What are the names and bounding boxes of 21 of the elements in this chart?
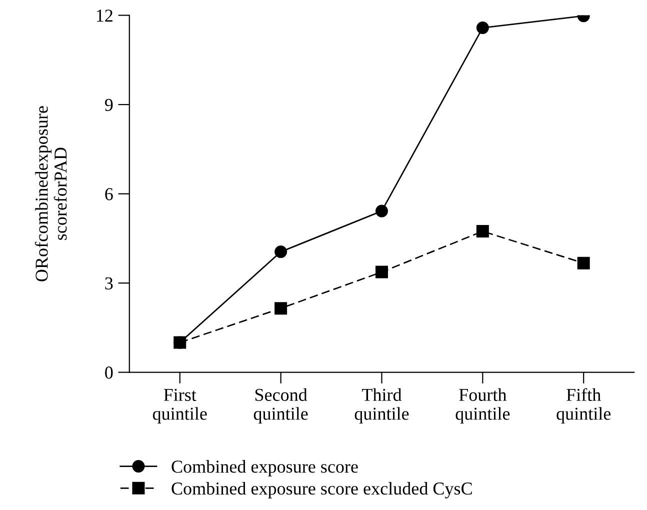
y-axis-title: ORofcombinedexposure scoreforPAD [34,106,67,282]
y-tick-label: 9 [104,98,113,111]
x-tick-label: Second quintile [254,388,308,424]
point [577,256,590,270]
point [274,302,288,315]
legend-label: Combined exposure score [172,460,358,476]
point [375,266,388,278]
point [476,225,489,238]
x-tick-label: First quintile [152,388,207,424]
x-tick-label: Fourth quintile [456,388,510,424]
point [174,336,186,349]
y-tick-label: 3 [105,277,113,290]
point [375,204,388,218]
point [274,246,288,258]
x-tick-label: Third quintile [354,388,409,424]
y-tick-label: 6 [105,188,113,200]
y-tick-label: 12 [96,10,112,22]
point [476,22,489,34]
x-tick-label: Fifth quintile [556,388,611,424]
legend-label: Combined exposure score excluded CysC [172,482,472,498]
y-tick-label: 0 [105,366,113,379]
